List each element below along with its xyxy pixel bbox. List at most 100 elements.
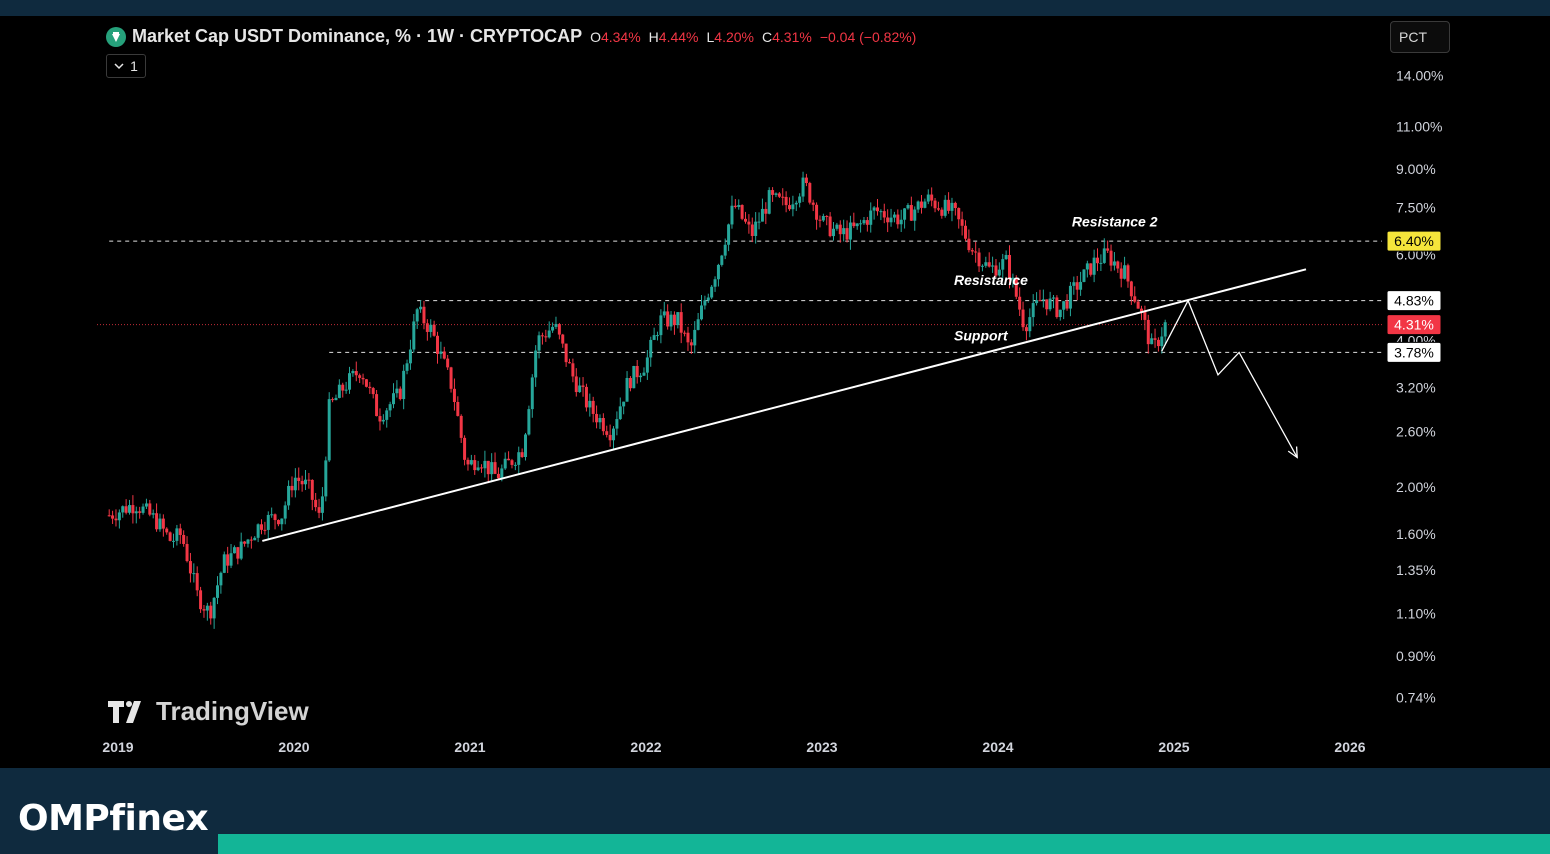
candle-body <box>260 524 264 530</box>
price-label-box <box>1386 230 1442 252</box>
annotation-label: Resistance <box>954 272 1028 288</box>
candle-body <box>188 561 192 574</box>
candle-body <box>327 399 331 461</box>
candle-body <box>232 547 236 554</box>
candle-body <box>1153 338 1157 340</box>
candle-body <box>1112 261 1116 266</box>
trendline-layer[interactable] <box>262 268 1307 542</box>
candle-body <box>337 384 341 398</box>
candle-body <box>950 202 954 211</box>
candle-body <box>446 358 450 368</box>
candle-body <box>733 205 737 208</box>
candle-body <box>598 417 602 423</box>
candle-body <box>500 468 504 479</box>
candle-body <box>1068 285 1072 309</box>
candle-body <box>517 452 521 465</box>
projection-path[interactable] <box>1161 299 1298 458</box>
symbol-title[interactable]: Market Cap USDT Dominance, % · 1W · CRYP… <box>132 26 583 46</box>
candle-body <box>784 196 788 206</box>
candle-body <box>645 357 649 373</box>
candle-body <box>865 220 869 225</box>
candles <box>107 171 1167 629</box>
candle-body <box>628 378 632 389</box>
candle-body <box>442 351 446 359</box>
candle-body <box>1085 263 1089 270</box>
price-axis[interactable]: 14.00%11.00%9.00%7.50%6.00%4.00%3.20%2.6… <box>1396 68 1443 706</box>
candle-body <box>632 365 636 389</box>
candle-body <box>381 419 385 422</box>
candle-body <box>520 452 524 458</box>
candle-body <box>842 228 846 235</box>
candle-body <box>172 540 176 542</box>
candle-body <box>114 518 118 521</box>
candle-body <box>554 324 558 327</box>
candle-body <box>1109 250 1113 266</box>
candle-body <box>1021 309 1025 328</box>
candle-body <box>175 528 179 541</box>
candle-body <box>1031 303 1035 318</box>
candle-body <box>314 499 318 508</box>
candle-body <box>304 479 308 485</box>
tether-icon[interactable] <box>106 26 126 47</box>
candle-body <box>155 513 159 530</box>
candle-body <box>246 539 250 544</box>
price-label-box <box>1386 290 1442 312</box>
chart-area[interactable]: Resistance 2 Resistance Support 14.00% 11.0… <box>0 16 1550 768</box>
candle-body <box>889 217 893 223</box>
candle-body <box>859 223 863 225</box>
price-label-box <box>1386 341 1442 363</box>
scale-mode-button[interactable]: PCT <box>1390 21 1450 53</box>
candle-body <box>253 537 257 541</box>
candle-body <box>527 409 531 435</box>
candle-body <box>906 205 910 209</box>
candle-body <box>1133 296 1137 302</box>
price-chart[interactable]: Resistance 2 Resistance Support 14.00% 11.0… <box>0 16 1550 768</box>
footer-accent-bar <box>218 834 1550 854</box>
candle-body <box>134 511 138 514</box>
support-trendline[interactable] <box>262 268 1307 542</box>
candle-body <box>1079 281 1083 290</box>
candle-body <box>662 311 666 316</box>
candle-body <box>402 370 406 400</box>
candle-body <box>848 222 852 240</box>
candle-body <box>1001 259 1005 270</box>
candle-body <box>984 262 988 266</box>
candle-body <box>131 505 135 514</box>
ohlc-high: H4.44% <box>648 28 699 45</box>
candle-body <box>1055 297 1059 318</box>
candle-body <box>852 222 856 227</box>
candle-body <box>788 205 792 210</box>
candle-body <box>496 473 500 479</box>
time-axis[interactable]: 2019 2020 2021 2022 2023 2024 2025 2026 <box>102 739 1365 755</box>
symbol-legend: Market Cap USDT Dominance, % · 1W · CRYP… <box>106 26 916 47</box>
candle-body <box>1160 336 1164 347</box>
candle-body <box>270 514 274 516</box>
candle-body <box>364 379 368 387</box>
candle-body <box>144 503 148 507</box>
candle-body <box>107 515 111 517</box>
candle-body <box>635 365 639 378</box>
y-tick-label: 0.90% <box>1396 648 1436 664</box>
footer-banner: OMPfinex <box>0 768 1550 854</box>
x-tick-label: 2021 <box>454 739 485 755</box>
candle-body <box>811 202 815 205</box>
candle-body <box>588 400 592 408</box>
candle-body <box>930 194 934 201</box>
candle-body <box>977 252 981 267</box>
candle-body <box>507 458 511 461</box>
candle-body <box>185 543 189 562</box>
candle-body <box>679 312 683 333</box>
y-tick-label: 1.60% <box>1396 526 1436 542</box>
candle-body <box>290 485 294 491</box>
candle-body <box>557 324 561 335</box>
level-lines <box>109 240 1382 353</box>
candle-body <box>574 376 578 393</box>
candle-body <box>686 332 690 343</box>
candle-body <box>601 417 605 432</box>
collapse-indicators-button[interactable]: 1 <box>106 54 146 78</box>
candle-body <box>375 394 379 417</box>
projection-layer[interactable] <box>1161 299 1298 459</box>
candle-body <box>1150 338 1154 345</box>
candle-body <box>909 205 913 221</box>
candle-body <box>486 460 490 475</box>
